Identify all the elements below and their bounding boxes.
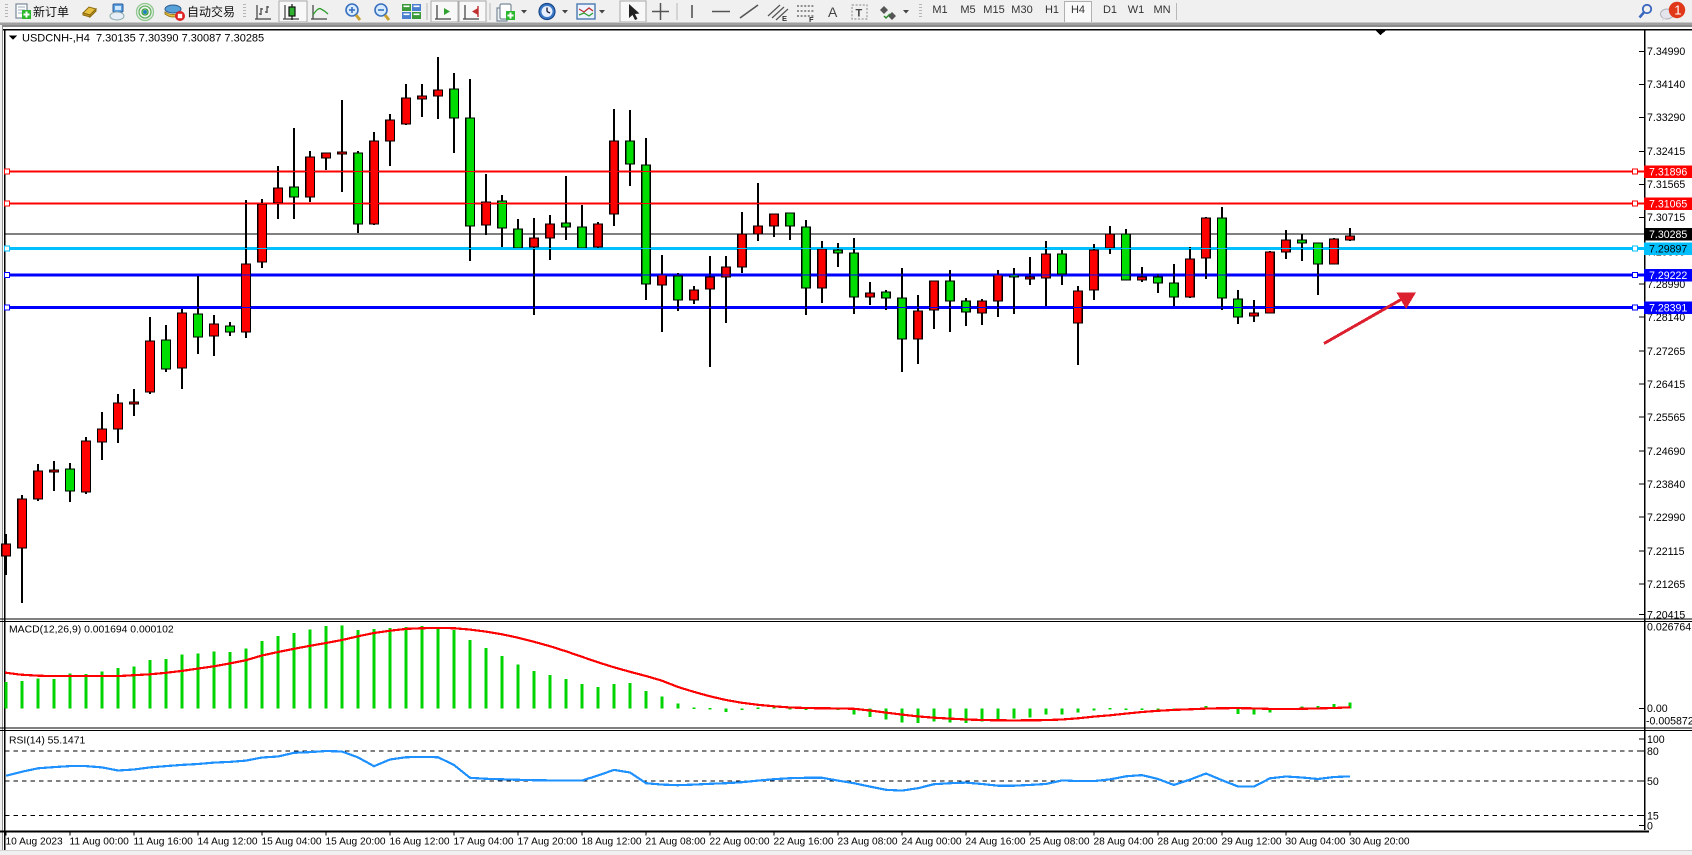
svg-text:T: T: [856, 8, 863, 20]
svg-text:1: 1: [1674, 3, 1681, 18]
svg-text:7.34140: 7.34140: [1647, 79, 1685, 91]
svg-text:7.28140: 7.28140: [1647, 312, 1685, 324]
svg-text:7.32415: 7.32415: [1647, 146, 1685, 158]
svg-text:7.28990: 7.28990: [1647, 279, 1685, 291]
svg-text:17 Aug 20:00: 17 Aug 20:00: [518, 836, 578, 847]
svg-text:15 Aug 04:00: 15 Aug 04:00: [262, 836, 322, 847]
svg-text:15 Aug 20:00: 15 Aug 20:00: [326, 836, 386, 847]
svg-text:7.29897: 7.29897: [1649, 243, 1687, 255]
svg-text:-0.005872: -0.005872: [1646, 715, 1692, 727]
svg-text:7.33290: 7.33290: [1647, 112, 1685, 124]
svg-text:7.31065: 7.31065: [1649, 198, 1687, 210]
svg-text:7.34990: 7.34990: [1647, 46, 1685, 58]
svg-text:7.31896: 7.31896: [1649, 166, 1687, 178]
svg-text:7.20415: 7.20415: [1647, 609, 1685, 621]
svg-text:28 Aug 20:00: 28 Aug 20:00: [1158, 836, 1218, 847]
svg-text:100: 100: [1647, 734, 1665, 746]
svg-text:16 Aug 12:00: 16 Aug 12:00: [390, 836, 450, 847]
svg-text:25 Aug 08:00: 25 Aug 08:00: [1030, 836, 1090, 847]
svg-text:A: A: [828, 4, 838, 20]
svg-text:7.26415: 7.26415: [1647, 379, 1685, 391]
svg-text:7.23840: 7.23840: [1647, 479, 1685, 491]
svg-text:80: 80: [1647, 746, 1659, 758]
svg-text:0.00: 0.00: [1647, 703, 1668, 715]
svg-text:21 Aug 08:00: 21 Aug 08:00: [646, 836, 706, 847]
svg-text:22 Aug 00:00: 22 Aug 00:00: [710, 836, 770, 847]
svg-text:E: E: [782, 14, 787, 23]
svg-text:29 Aug 12:00: 29 Aug 12:00: [1222, 836, 1282, 847]
svg-text:7.27265: 7.27265: [1647, 346, 1685, 358]
svg-text:7.22990: 7.22990: [1647, 512, 1685, 524]
svg-text:MACD(12,26,9) 0.001694 0.00010: MACD(12,26,9) 0.001694 0.000102: [9, 625, 174, 636]
svg-text:7.22115: 7.22115: [1647, 546, 1685, 558]
svg-text:7.28391: 7.28391: [1649, 302, 1687, 314]
svg-text:14 Aug 12:00: 14 Aug 12:00: [198, 836, 258, 847]
svg-text:18 Aug 12:00: 18 Aug 12:00: [582, 836, 642, 847]
svg-text:7.24690: 7.24690: [1647, 446, 1685, 458]
svg-text:7.30715: 7.30715: [1647, 212, 1685, 224]
svg-text:23 Aug 08:00: 23 Aug 08:00: [838, 836, 898, 847]
svg-text:USDCNH-,H4 7.30135 7.30390 7.: USDCNH-,H4 7.30135 7.30390 7.30087 7.302…: [22, 33, 264, 45]
svg-text:7.25565: 7.25565: [1647, 412, 1685, 424]
svg-text:10 Aug 2023: 10 Aug 2023: [6, 836, 64, 847]
svg-text:30 Aug 04:00: 30 Aug 04:00: [1286, 836, 1346, 847]
svg-text:11 Aug 00:00: 11 Aug 00:00: [70, 836, 130, 847]
svg-text:24 Aug 16:00: 24 Aug 16:00: [966, 836, 1026, 847]
svg-text:15: 15: [1647, 810, 1659, 822]
svg-text:7.30285: 7.30285: [1649, 229, 1687, 241]
svg-text:0: 0: [1647, 820, 1653, 832]
svg-text:11 Aug 16:00: 11 Aug 16:00: [134, 836, 194, 847]
svg-text:7.21265: 7.21265: [1647, 579, 1685, 591]
svg-text:22 Aug 16:00: 22 Aug 16:00: [774, 836, 834, 847]
svg-text:30 Aug 20:00: 30 Aug 20:00: [1350, 836, 1410, 847]
svg-text:17 Aug 04:00: 17 Aug 04:00: [454, 836, 514, 847]
svg-text:0.026764: 0.026764: [1647, 622, 1691, 634]
svg-text:RSI(14) 55.1471: RSI(14) 55.1471: [9, 736, 85, 747]
svg-text:28 Aug 04:00: 28 Aug 04:00: [1094, 836, 1154, 847]
svg-text:F: F: [809, 15, 814, 24]
svg-text:7.31565: 7.31565: [1647, 179, 1685, 191]
svg-text:50: 50: [1647, 776, 1659, 788]
svg-text:24 Aug 00:00: 24 Aug 00:00: [902, 836, 962, 847]
svg-text:7.29222: 7.29222: [1649, 270, 1687, 282]
